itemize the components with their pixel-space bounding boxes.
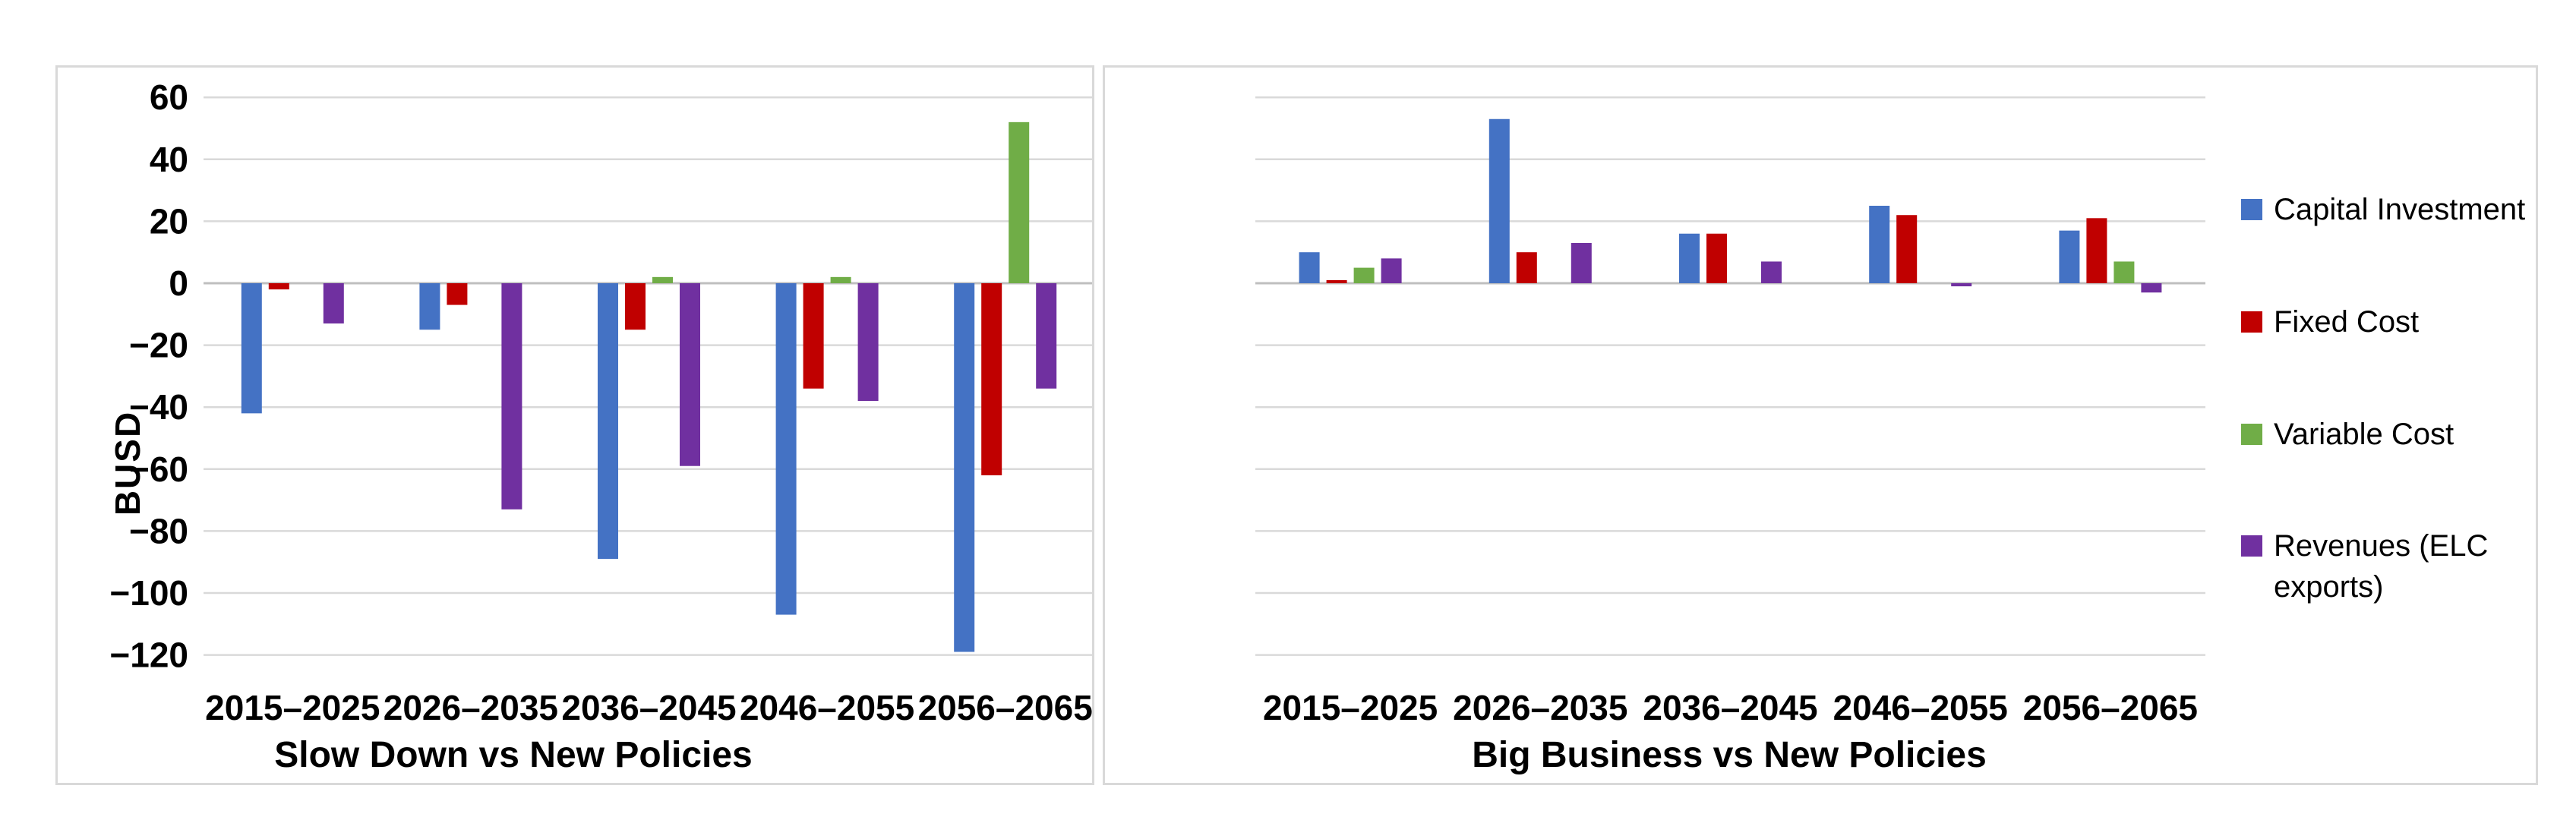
bar-capital-investment-2056-2065: [2059, 230, 2080, 283]
bar-capital-investment-2056-2065: [954, 283, 975, 652]
bar-revenues-elc-exports-2056-2065: [1036, 283, 1057, 389]
x-category-label: 2046–2055: [1833, 688, 2008, 727]
slow-down-chart: 60 40 20 0 −20 −40 −60 −80 −100 −120 2015–2025 2026…: [109, 77, 1092, 727]
y-tick-label: −120: [109, 636, 188, 675]
y-tick-label: −60: [129, 450, 188, 489]
legend-item-revenues: Revenues (ELC exports): [2241, 525, 2537, 607]
bar-fixed-cost-2036-2045: [1706, 233, 1727, 283]
bar-variable-cost-2056-2065: [1009, 121, 1030, 283]
bar-revenues-elc-exports-2036-2045: [1761, 261, 1782, 283]
y-tick-label: −40: [129, 387, 188, 427]
y-tick-label: 60: [150, 77, 188, 117]
legend-label-fixed-cost: Fixed Cost: [2274, 305, 2420, 339]
bar-variable-cost-2056-2065: [2114, 261, 2135, 283]
big-business-panel: 2015–2025 2026–2035 2036–2045 2046–2055 2056…: [1103, 65, 2538, 785]
bar-fixed-cost-2056-2065: [981, 283, 1002, 475]
bar-variable-cost-2046-2055: [830, 276, 851, 283]
y-tick-label: −20: [129, 326, 188, 365]
chart-title-big-business: Big Business vs New Policies: [1472, 735, 1987, 775]
bar-capital-investment-2015-2025: [1299, 252, 1320, 283]
bar-capital-investment-2046-2055: [1869, 206, 1890, 283]
bar-revenues-elc-exports-2015-2025: [1381, 258, 1402, 283]
bar-capital-investment-2026-2035: [419, 283, 440, 330]
x-category-label: 2036–2045: [1643, 688, 1817, 727]
bar-fixed-cost-2046-2055: [803, 283, 824, 389]
bar-revenues-elc-exports-2026-2035: [1571, 242, 1592, 283]
bar-revenues-elc-exports-2056-2065: [2141, 283, 2162, 293]
x-category-label: 2056–2065: [918, 688, 1092, 727]
legend-item-fixed-cost: Fixed Cost: [2241, 301, 2537, 342]
legend-swatch-variable-cost: [2241, 424, 2262, 445]
y-tick-label: −100: [109, 573, 188, 613]
bar-fixed-cost-2015-2025: [1326, 279, 1347, 283]
legend-swatch-fixed-cost: [2241, 311, 2262, 333]
bar-fixed-cost-2046-2055: [1896, 215, 1918, 283]
x-category-label: 2015–2025: [205, 688, 380, 727]
legend-label-capital-investment: Capital Investment: [2274, 193, 2526, 226]
bar-capital-investment-2036-2045: [1679, 233, 1700, 283]
y-tick-label: −80: [129, 511, 188, 550]
y-tick-label: 40: [150, 140, 188, 179]
bar-variable-cost-2036-2045: [652, 276, 673, 283]
legend-swatch-revenues: [2241, 535, 2262, 557]
x-category-label: 2046–2055: [740, 688, 914, 727]
x-category-label: 2056–2065: [2023, 688, 2198, 727]
x-category-label: 2015–2025: [1263, 688, 1438, 727]
bar-fixed-cost-2056-2065: [2086, 218, 2107, 283]
legend-item-capital-investment: Capital Investment: [2241, 189, 2537, 230]
bar-fixed-cost-2015-2025: [268, 283, 289, 290]
bar-revenues-elc-exports-2026-2035: [501, 283, 522, 509]
x-category-label: 2026–2035: [1453, 688, 1627, 727]
bar-capital-investment-2036-2045: [598, 283, 618, 560]
legend-label-revenues: Revenues (ELC exports): [2274, 529, 2489, 604]
bar-revenues-elc-exports-2036-2045: [680, 283, 700, 466]
bar-revenues-elc-exports-2046-2055: [1951, 283, 1972, 287]
bar-variable-cost-2015-2025: [1353, 267, 1375, 283]
bar-capital-investment-2046-2055: [775, 283, 797, 615]
legend-label-variable-cost: Variable Cost: [2274, 418, 2454, 451]
legend-swatch-capital-investment: [2241, 199, 2262, 220]
chart-title-slow-down: Slow Down vs New Policies: [274, 735, 753, 775]
bar-capital-investment-2026-2035: [1488, 118, 1510, 283]
bar-fixed-cost-2026-2035: [1516, 252, 1537, 283]
bar-capital-investment-2015-2025: [241, 283, 262, 414]
x-category-label: 2036–2045: [561, 688, 736, 727]
slow-down-panel: 60 40 20 0 −20 −40 −60 −80 −100 −120 2015–2025 2026…: [55, 65, 1094, 785]
y-tick-label: 20: [150, 201, 188, 241]
bar-fixed-cost-2026-2035: [447, 283, 468, 305]
bar-fixed-cost-2036-2045: [625, 283, 646, 330]
x-category-label: 2026–2035: [384, 688, 558, 727]
legend-item-variable-cost: Variable Cost: [2241, 414, 2537, 455]
bar-revenues-elc-exports-2046-2055: [857, 283, 879, 402]
y-axis-title: BUSD: [108, 410, 147, 516]
bar-revenues-elc-exports-2015-2025: [323, 283, 344, 324]
big-business-chart: 2015–2025 2026–2035 2036–2045 2046–2055 2056…: [1255, 96, 2205, 727]
y-tick-label: 0: [169, 263, 188, 303]
legend: Capital Investment Fixed Cost Variable C…: [2241, 68, 2537, 783]
